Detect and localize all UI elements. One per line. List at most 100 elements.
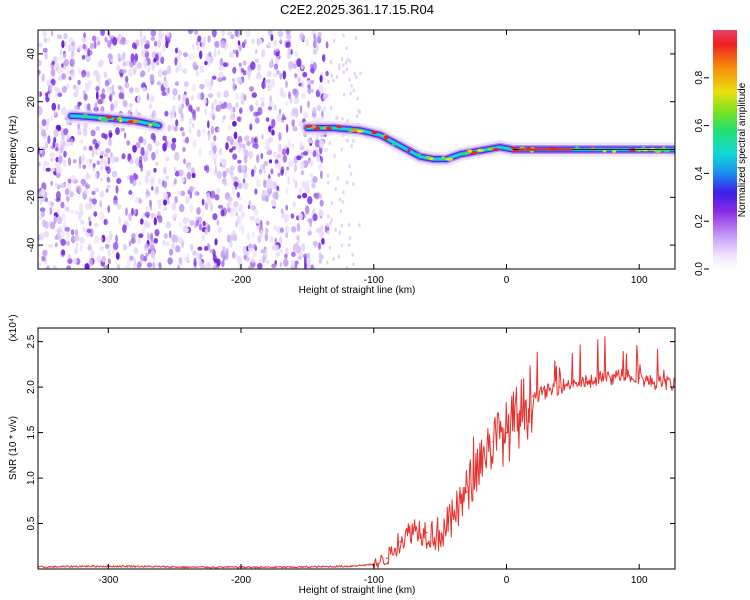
noise-speckle [65, 231, 70, 240]
noise-speckle [253, 111, 259, 117]
noise-speckle [50, 180, 54, 186]
noise-speckle [175, 119, 179, 127]
snr-point [611, 377, 614, 379]
noise-speckle [296, 235, 300, 241]
noise-speckle [151, 151, 156, 161]
noise-speckle [96, 255, 101, 263]
noise-speckle [257, 235, 262, 244]
noise-speckle [253, 137, 257, 143]
noise-speckle [53, 215, 57, 225]
noise-speckle [192, 43, 195, 50]
noise-speckle [213, 158, 217, 166]
noise-speckle [86, 103, 91, 112]
noise-speckle [292, 107, 298, 115]
noise-speckle [307, 100, 310, 108]
noise-speckle [282, 154, 287, 163]
colorbar-gradient [713, 30, 737, 269]
noise-speckle [77, 101, 82, 106]
noise-speckle [203, 98, 208, 104]
noise-speckle [216, 219, 220, 226]
snr-y-tick-label: 1.5 [26, 425, 37, 439]
noise-speckle [262, 163, 266, 170]
noise-speckle [279, 236, 283, 245]
noise-speckle [266, 79, 271, 84]
noise-speckle [99, 246, 105, 251]
noise-speckle [178, 107, 183, 115]
spectrogram-x-tick-label: -200 [231, 275, 251, 286]
noise-speckle [194, 190, 197, 196]
noise-speckle [296, 155, 302, 161]
noise-speckle [341, 117, 344, 122]
noise-speckle [186, 217, 190, 223]
noise-speckle [251, 231, 255, 238]
noise-speckle [260, 96, 266, 103]
noise-speckle [67, 43, 72, 53]
noise-speckle [314, 193, 320, 200]
snr-point [134, 565, 136, 568]
noise-speckle [67, 258, 73, 265]
noise-speckle [90, 129, 96, 137]
noise-speckle [154, 229, 160, 237]
noise-speckle [144, 59, 148, 69]
noise-speckle [116, 178, 122, 184]
noise-speckle [196, 106, 200, 112]
noise-speckle [318, 85, 324, 94]
noise-speckle [147, 143, 153, 152]
noise-speckle [144, 243, 149, 249]
snr-point [545, 390, 548, 393]
noise-speckle [176, 190, 182, 195]
noise-speckle [204, 78, 210, 88]
noise-speckle [162, 239, 166, 246]
noise-speckle [173, 126, 178, 132]
noise-speckle [279, 248, 283, 253]
noise-speckle [167, 140, 171, 149]
trace-peak [487, 147, 493, 151]
noise-speckle [359, 71, 362, 76]
noise-speckle [162, 79, 169, 88]
noise-speckle [345, 46, 348, 51]
noise-speckle [232, 66, 237, 74]
snr-point [532, 395, 534, 398]
noise-speckle [248, 243, 253, 249]
noise-speckle [39, 124, 44, 130]
noise-speckle [157, 215, 163, 224]
noise-speckle [340, 147, 343, 152]
noise-speckle [101, 132, 106, 139]
spectrogram-y-tick-label: -40 [26, 237, 37, 252]
noise-speckle [276, 185, 280, 191]
noise-speckle [88, 220, 92, 227]
noise-speckle [63, 59, 69, 67]
noise-speckle [174, 47, 178, 54]
noise-speckle [79, 210, 84, 217]
noise-speckle [274, 159, 279, 164]
noise-speckle [312, 208, 316, 215]
noise-speckle [57, 34, 62, 40]
noise-speckle [243, 39, 247, 45]
noise-speckle [187, 30, 194, 35]
noise-speckle [38, 142, 41, 147]
noise-speckle [41, 119, 47, 127]
noise-speckle [106, 85, 110, 93]
noise-speckle [255, 179, 261, 188]
noise-speckle [339, 209, 342, 214]
noise-speckle [222, 115, 226, 120]
noise-speckle [233, 181, 239, 187]
noise-speckle [350, 83, 353, 88]
noise-speckle [260, 101, 265, 107]
noise-speckle [155, 161, 160, 166]
noise-speckle [252, 250, 257, 258]
trace-peak [416, 153, 421, 157]
noise-speckle [158, 50, 162, 59]
noise-speckle [124, 82, 130, 89]
noise-speckle [227, 196, 233, 202]
noise-speckle [344, 60, 348, 65]
noise-speckle [196, 129, 201, 138]
noise-speckle [164, 139, 168, 148]
noise-speckle [144, 43, 150, 49]
noise-speckle [77, 44, 83, 52]
noise-speckle [301, 93, 307, 99]
noise-speckle [50, 30, 54, 37]
noise-speckle [264, 79, 268, 84]
noise-speckle [220, 40, 227, 48]
